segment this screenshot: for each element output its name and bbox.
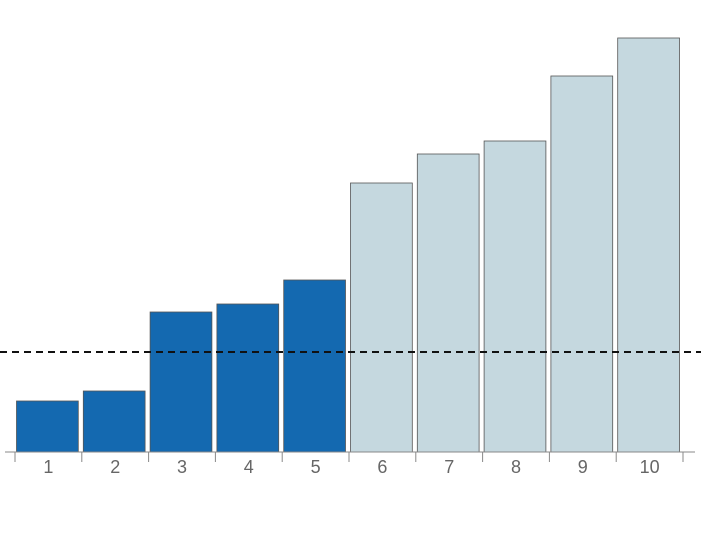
x-tick-label: 7 [444, 457, 454, 477]
x-tick-label: 6 [377, 457, 387, 477]
x-tick-label: 2 [110, 457, 120, 477]
x-tick-label: 9 [578, 457, 588, 477]
bar [82, 390, 146, 453]
x-tick-label: 4 [244, 457, 254, 477]
bar [216, 303, 280, 453]
bar [16, 400, 79, 453]
x-tick-label: 3 [177, 457, 187, 477]
bar [483, 140, 547, 453]
bar [283, 279, 346, 453]
bar [550, 75, 614, 453]
x-tick-label: 8 [511, 457, 521, 477]
bar [350, 182, 413, 453]
x-tick-label: 5 [311, 457, 321, 477]
x-tick-label: 1 [43, 457, 53, 477]
bar [416, 153, 480, 453]
bar [617, 37, 680, 453]
bar [149, 311, 213, 453]
x-tick-label: 10 [640, 457, 660, 477]
